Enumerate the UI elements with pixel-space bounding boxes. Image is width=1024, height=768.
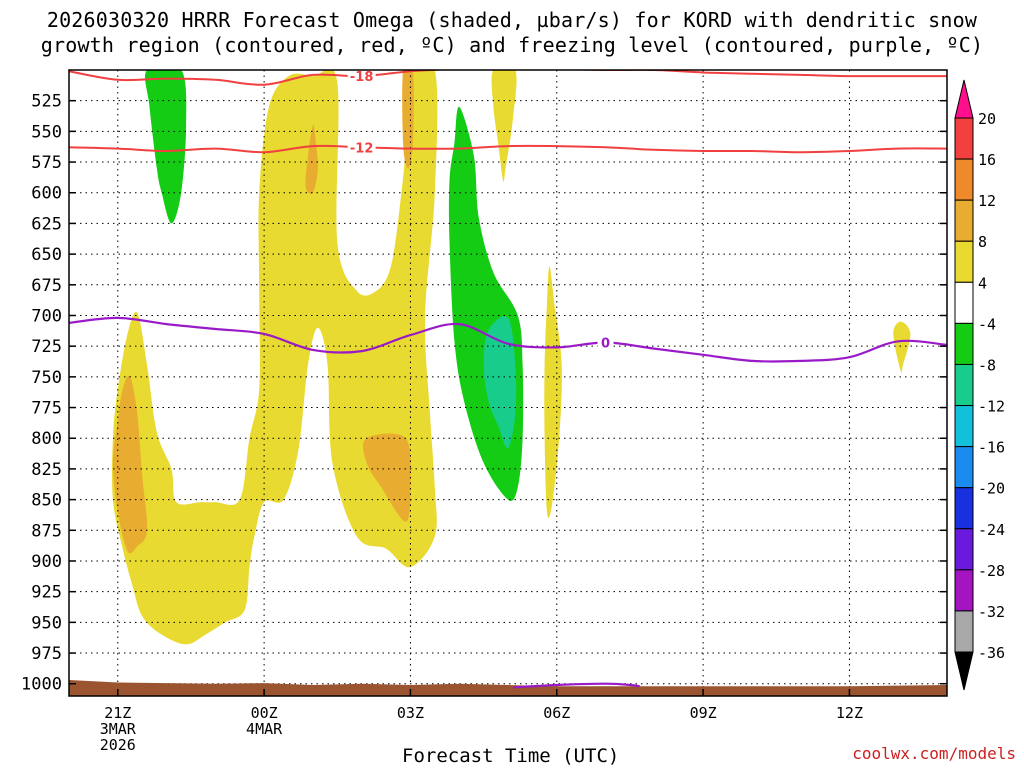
chart-title: 2026030320 HRRR Forecast Omega (shaded, … bbox=[0, 8, 1024, 58]
colorbar-label-1: 16 bbox=[978, 151, 996, 169]
ylabel-850: 850 bbox=[31, 491, 62, 511]
colorbar-label-8: -16 bbox=[978, 439, 1005, 457]
terrain-band bbox=[69, 680, 947, 696]
x-axis-title: Forecast Time (UTC) bbox=[402, 745, 620, 767]
plot-frame bbox=[68, 69, 948, 697]
omega-region-10 bbox=[483, 316, 517, 449]
colorbar-label-5: -4 bbox=[978, 315, 996, 333]
ylabel-750: 750 bbox=[31, 368, 62, 388]
ylabel-525: 525 bbox=[31, 92, 62, 112]
xlabel-03Z-0: 03Z bbox=[397, 704, 424, 722]
colorbar-box-9 bbox=[954, 446, 974, 489]
colorbar-label-3: 8 bbox=[978, 233, 987, 251]
omega-region-9 bbox=[448, 106, 524, 501]
ylabel-675: 675 bbox=[31, 276, 62, 296]
colorbar-box-11 bbox=[954, 528, 974, 571]
ylabel-950: 950 bbox=[31, 613, 62, 633]
colorbar-box-1 bbox=[954, 117, 974, 160]
colorbar-label-2: 12 bbox=[978, 192, 996, 210]
dgz-label--12: -12 bbox=[350, 141, 374, 156]
colorbar-label-10: -24 bbox=[978, 521, 1005, 539]
dgz-contour--18 bbox=[69, 70, 947, 86]
colorbar-box-2 bbox=[954, 158, 974, 201]
omega-region-4 bbox=[402, 70, 414, 169]
freezing-level-line bbox=[69, 316, 947, 363]
dgz-label--18: -18 bbox=[350, 70, 374, 85]
omega-colorbar: 20 16 12 8 4 -4 -8 -12 -16 -20 -24 -28 -32 -36 bbox=[954, 79, 1005, 691]
plot-axes bbox=[68, 69, 948, 697]
omega-region-0 bbox=[111, 70, 438, 645]
freezing-level-label-bg bbox=[597, 334, 614, 351]
colorbar-box-6 bbox=[954, 322, 974, 365]
colorbar-label-7: -12 bbox=[978, 398, 1005, 416]
ylabel-725: 725 bbox=[31, 337, 62, 357]
contour-lines: -18 -12 0 bbox=[69, 70, 947, 696]
colorbar-label-9: -20 bbox=[978, 480, 1005, 498]
colorbar-box-8 bbox=[954, 405, 974, 448]
freezing-level-label: 0 bbox=[601, 336, 610, 351]
colorbar-bottom-triangle bbox=[954, 651, 974, 691]
omega-region-2 bbox=[363, 433, 411, 522]
omega-region-8 bbox=[144, 70, 187, 224]
colorbar-box-5 bbox=[954, 281, 974, 324]
ylabel-775: 775 bbox=[31, 399, 62, 419]
ylabel-625: 625 bbox=[31, 214, 62, 234]
title-line-2: growth region (contoured, red, ºC) and f… bbox=[40, 33, 984, 57]
ylabel-925: 925 bbox=[31, 583, 62, 603]
omega-region-6 bbox=[544, 266, 562, 519]
ylabel-650: 650 bbox=[31, 245, 62, 265]
ylabel-550: 550 bbox=[31, 122, 62, 142]
xlabel-21Z-0: 21Z bbox=[104, 704, 131, 722]
colorbar-box-10 bbox=[954, 487, 974, 530]
xlabel-06Z-0: 06Z bbox=[543, 704, 570, 722]
colorbar-label-13: -36 bbox=[978, 644, 1005, 662]
ylabel-825: 825 bbox=[31, 460, 62, 480]
dgz-contour--12 bbox=[69, 144, 947, 154]
ylabel-900: 900 bbox=[31, 552, 62, 572]
colorbar-top-triangle bbox=[954, 79, 974, 119]
colorbar-label-11: -28 bbox=[978, 562, 1005, 580]
ylabel-875: 875 bbox=[31, 521, 62, 541]
ylabel-600: 600 bbox=[31, 184, 62, 204]
ylabel-1000: 1000 bbox=[21, 675, 62, 695]
colorbar-label-6: -8 bbox=[978, 356, 996, 374]
colorbar-label-0: 20 bbox=[978, 110, 996, 128]
title-line-1: 2026030320 HRRR Forecast Omega (shaded, … bbox=[46, 8, 978, 32]
site-credit: coolwx.com/models bbox=[852, 744, 1016, 763]
colorbar-box-3 bbox=[954, 199, 974, 242]
surface-freezing-line bbox=[512, 682, 640, 689]
colorbar-label-12: -32 bbox=[978, 603, 1005, 621]
pressure-axis-labels: 525 550 575 600 625 650 675 700 725 750 775 800 825 8… bbox=[21, 92, 62, 695]
dotted-grid bbox=[69, 70, 947, 696]
colorbar-box-7 bbox=[954, 363, 974, 407]
omega-region-3 bbox=[305, 124, 318, 194]
xlabel-21Z-1: 3MAR bbox=[100, 720, 137, 738]
colorbar-box-13 bbox=[954, 610, 974, 653]
xlabel-00Z-0: 00Z bbox=[251, 704, 278, 722]
xlabel-12Z-0: 12Z bbox=[836, 704, 863, 722]
ylabel-700: 700 bbox=[31, 306, 62, 326]
ylabel-800: 800 bbox=[31, 429, 62, 449]
xlabel-00Z-1: 4MAR bbox=[246, 720, 283, 738]
xlabel-21Z-2: 2026 bbox=[100, 736, 136, 754]
omega-shaded-regions bbox=[111, 70, 911, 645]
omega-region-7 bbox=[893, 321, 911, 373]
colorbar-label-4: 4 bbox=[978, 274, 987, 292]
ylabel-975: 975 bbox=[31, 644, 62, 664]
colorbar-box-12 bbox=[954, 569, 974, 612]
colorbar-box-4 bbox=[954, 240, 974, 283]
omega-region-5 bbox=[491, 70, 517, 182]
xlabel-09Z-0: 09Z bbox=[690, 704, 717, 722]
dgz-label-bg--18 bbox=[347, 70, 376, 85]
omega-region-1 bbox=[112, 375, 148, 554]
ylabel-575: 575 bbox=[31, 153, 62, 173]
dgz-label-bg--12 bbox=[347, 139, 376, 156]
